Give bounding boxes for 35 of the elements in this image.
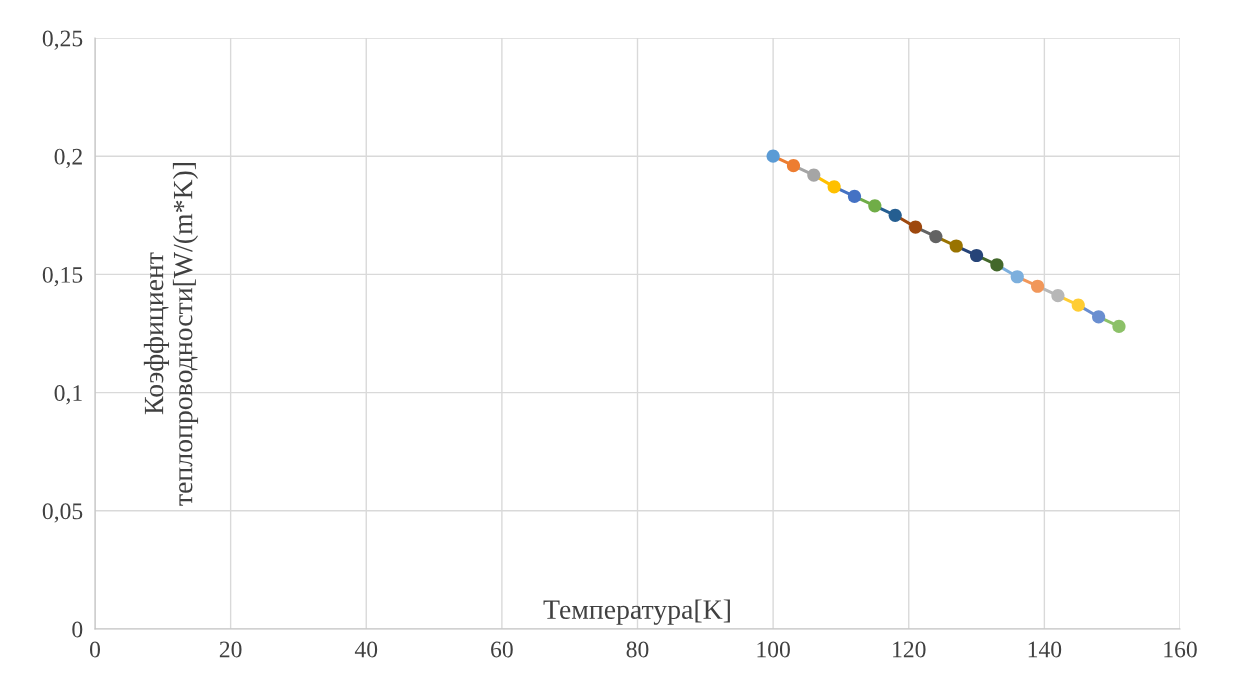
x-tick-label: 160: [1164, 641, 1197, 658]
x-tick-label: 0: [90, 641, 100, 658]
y-tick-label: 0,05: [42, 503, 83, 523]
point: [908, 220, 923, 234]
y-tick-label: 0,15: [42, 266, 83, 287]
point: [1092, 310, 1106, 324]
point: [827, 180, 841, 194]
x-axis-title: Температура[K]: [543, 599, 730, 625]
x-tick-label: 100: [757, 641, 790, 658]
point: [1031, 279, 1045, 293]
x-tick-label: 40: [354, 641, 378, 658]
x-tick-label: 60: [491, 641, 513, 658]
point: [868, 199, 882, 213]
y-tick-label: 0,1: [54, 385, 82, 405]
point: [990, 258, 1004, 272]
point: [1112, 319, 1126, 333]
x-tick-label: 140: [1028, 641, 1062, 658]
point: [786, 159, 801, 173]
point: [847, 189, 862, 203]
point: [1071, 298, 1085, 312]
point: [949, 239, 963, 253]
x-tick-label: 80: [626, 641, 649, 658]
y-axis-title: Коэффициент теплопроводности[W/(m*K)]: [143, 162, 199, 506]
y-tick-label: 0: [72, 621, 83, 638]
point: [929, 229, 943, 244]
y-tick-label: 0,2: [54, 148, 82, 169]
y-tick-label: 0,25: [42, 30, 83, 50]
x-tick-label: 120: [893, 641, 926, 658]
point: [1051, 289, 1065, 303]
x-tick-label: 20: [219, 641, 242, 658]
point: [969, 248, 984, 263]
point: [766, 149, 780, 163]
point: [888, 208, 902, 222]
point: [1010, 270, 1024, 284]
point: [807, 168, 821, 182]
